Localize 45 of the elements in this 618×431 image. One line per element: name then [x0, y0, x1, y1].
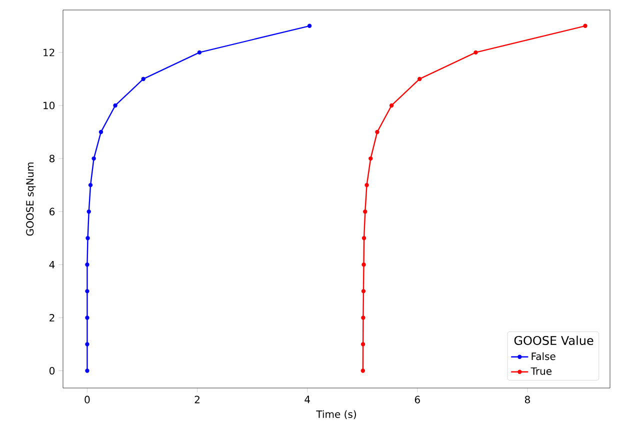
x-tick-label: 8	[524, 396, 530, 404]
y-tick-label: 4	[49, 261, 55, 268]
y-tick-label: 8	[50, 154, 55, 162]
point	[418, 76, 422, 82]
point	[362, 262, 366, 267]
point	[583, 24, 588, 28]
point	[360, 368, 366, 373]
point	[85, 316, 90, 320]
x-tick-label: 6	[414, 396, 420, 404]
y-tick-label: 6	[50, 208, 55, 216]
point	[363, 209, 368, 214]
point	[88, 182, 93, 188]
y-axis-title: GOOSE sqNum	[26, 162, 36, 236]
point	[307, 24, 312, 28]
point	[362, 236, 366, 240]
point	[360, 342, 366, 346]
point	[86, 209, 91, 214]
point	[113, 103, 118, 108]
point	[474, 50, 478, 55]
legend-title: GOOSE Value	[514, 336, 594, 346]
point	[85, 342, 90, 346]
x-tick-label: 0	[84, 396, 90, 404]
y-tick-label: 2	[50, 314, 54, 322]
y-tick-label: 10	[44, 102, 55, 110]
x-axis-title: Time (s)	[316, 410, 356, 420]
point	[375, 130, 380, 134]
point	[368, 156, 373, 161]
point	[361, 289, 366, 294]
x-tick-label: 4	[304, 396, 310, 404]
point	[389, 103, 394, 108]
y-tick-label: 0	[49, 366, 55, 375]
point	[85, 262, 90, 267]
point	[85, 368, 90, 373]
point	[361, 316, 366, 320]
point	[364, 182, 369, 188]
legend-label: True	[530, 367, 552, 375]
point	[141, 76, 146, 82]
point	[85, 289, 90, 294]
point	[98, 130, 104, 134]
point	[92, 156, 96, 161]
point	[86, 236, 90, 240]
x-tick-label: 2	[194, 396, 200, 404]
y-tick-label: 12	[44, 48, 54, 56]
legend-label: False	[532, 352, 556, 360]
point	[197, 50, 202, 55]
